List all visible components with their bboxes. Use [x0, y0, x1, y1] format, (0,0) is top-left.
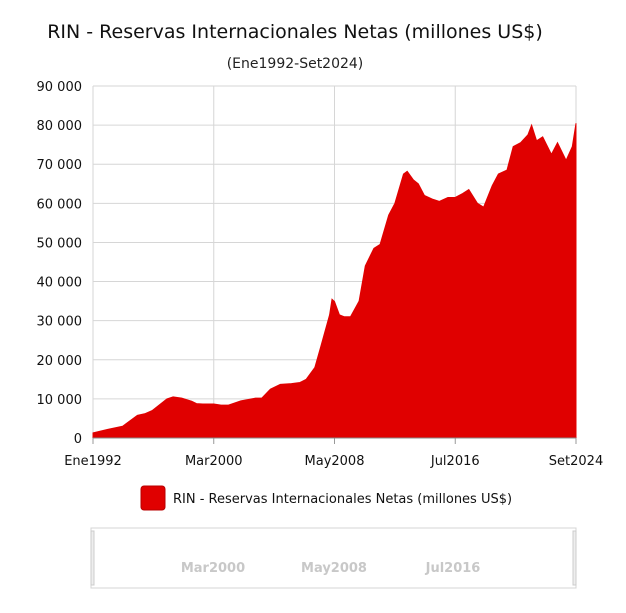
x-tick-label: Set2024: [549, 454, 603, 469]
navigator-label: May2008: [301, 561, 367, 576]
y-tick-label: 20 000: [37, 354, 83, 369]
y-tick-label: 30 000: [37, 315, 83, 330]
navigator-labels: Mar2000 May2008 Jul2016: [181, 561, 481, 576]
chart-title: RIN - Reservas Internacionales Netas (mi…: [47, 21, 543, 43]
x-axis: Ene1992 Mar2000 May2008 Jul2016 Set2024: [64, 437, 603, 469]
y-tick-label: 0: [74, 432, 82, 447]
series-area[interactable]: [92, 123, 577, 439]
navigator[interactable]: Mar2000 May2008 Jul2016: [90, 527, 577, 589]
y-tick-label: 40 000: [37, 276, 83, 291]
y-axis: 0 10 000 20 000 30 000 40 000 50 000 60 000 70 …: [37, 80, 83, 447]
x-tick-label: May2008: [305, 454, 365, 469]
legend[interactable]: RIN - Reservas Internacionales Netas (mi…: [140, 485, 512, 511]
legend-label: RIN - Reservas Internacionales Netas (mi…: [173, 492, 512, 507]
navigator-right-handle[interactable]: [572, 530, 577, 586]
series-layer: [92, 123, 577, 439]
x-tick-label: Ene1992: [64, 454, 122, 469]
navigator-label: Jul2016: [425, 561, 481, 576]
navigator-label: Mar2000: [181, 561, 245, 576]
y-tick-label: 50 000: [37, 236, 83, 251]
chart-subtitle: (Ene1992-Set2024): [227, 56, 364, 72]
y-tick-label: 10 000: [37, 393, 83, 408]
y-tick-label: 80 000: [37, 119, 83, 134]
y-tick-label: 60 000: [37, 197, 83, 212]
navigator-frame[interactable]: [90, 527, 577, 589]
y-tick-label: 70 000: [37, 158, 83, 173]
x-tick-label: Jul2016: [430, 454, 480, 469]
navigator-left-handle[interactable]: [90, 530, 95, 586]
y-tick-label: 90 000: [37, 80, 83, 95]
x-tick-label: Mar2000: [185, 454, 243, 469]
legend-swatch: [140, 485, 166, 511]
